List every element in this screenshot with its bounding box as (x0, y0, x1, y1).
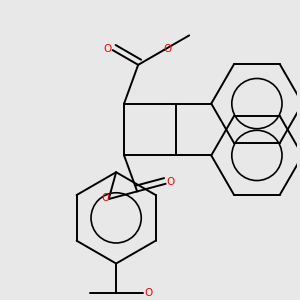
Text: O: O (166, 177, 175, 187)
Text: O: O (104, 44, 112, 54)
Text: O: O (144, 288, 153, 298)
Text: O: O (163, 44, 171, 54)
Text: O: O (101, 193, 109, 203)
